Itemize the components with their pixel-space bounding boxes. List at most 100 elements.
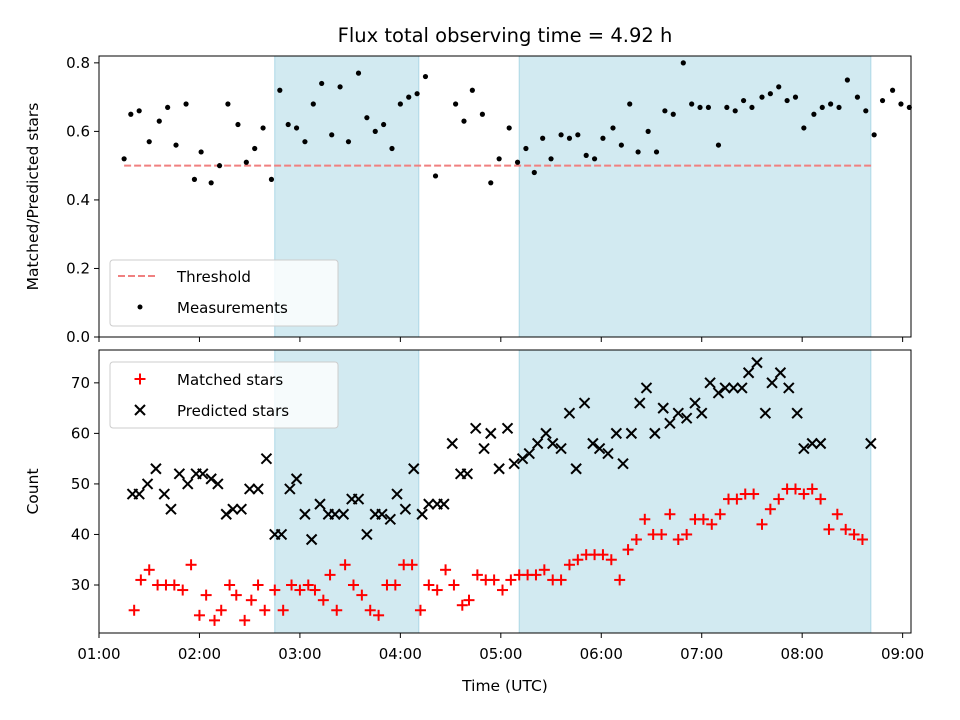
predicted-stars-point-b [783,382,795,394]
predicted-stars-point-b [220,508,232,520]
matched-stars-legend-label: Matched stars [177,371,283,389]
predicted-stars-point-b [275,528,288,541]
matched-stars-point [440,564,452,576]
count-panel: 30 40 50 60 70 01:00 02:00 03:00 04:00 05:00 06:0… [24,349,924,695]
measurement-point [819,104,825,111]
matched-stars-point [373,609,385,621]
predicted-stars-point-b [719,382,731,394]
predicted-stars-point-b [158,488,171,500]
matched-stars-point [505,574,517,586]
predicted-stars-point [205,473,217,485]
measurement-point [488,180,494,186]
matched-stars-point [224,579,236,591]
predicted-stars-point-b [766,377,778,389]
measurement-point [414,91,420,97]
matched-stars-point [572,554,584,566]
predicted-stars-point [578,397,591,409]
ratio-y-tick-label: 0.4 [66,191,90,209]
matched-stars-point [463,594,475,606]
predicted-stars-point [391,488,403,500]
predicted-stars-point [712,387,725,399]
predicted-stars-point-b [391,488,403,500]
predicted-stars-point-b [563,407,576,419]
predicted-stars-point-b [141,478,154,490]
predicted-stars-point-b [736,382,748,394]
predicted-stars-point [664,417,676,429]
measurement-point [432,173,439,179]
predicted-stars-point [252,483,264,495]
predicted-stars-point [469,422,482,435]
matched-stars-point [135,574,147,586]
matched-stars-point [324,569,336,581]
matched-stars-legend-marker [134,373,146,385]
predicted-stars-point-b [173,468,186,480]
matched-stars-point [815,493,827,505]
measurement-point [364,115,370,121]
predicted-stars-point [540,427,552,440]
count-legend: Matched stars Predicted stars [109,361,339,429]
count-shade-1 [519,350,871,633]
matched-stars-point [488,574,500,586]
measurement-point [355,70,362,76]
predicted-stars-point [570,463,582,475]
matched-stars-point [563,559,575,571]
predicted-stars-point-b [260,452,273,465]
predicted-stars-point-b [742,367,755,379]
matched-stars-point [406,559,418,571]
predicted-stars-point-b [791,407,803,419]
matched-stars-point [448,579,460,591]
predicted-stars-point-b [361,528,373,541]
predicted-stars-point-b [501,422,514,435]
count-y-tick-label: 60 [71,424,90,442]
measurement-point [225,101,231,107]
matched-stars-series [128,483,868,626]
predicted-stars-point [736,382,748,394]
ratio-y-ticks: 0.0 0.2 0.4 0.6 0.8 [66,54,99,346]
measurement-point [627,101,633,107]
predicted-stars-point [461,468,474,480]
ratio-y-axis-label: Matched/Predicted stars [24,103,42,291]
matched-stars-point [731,493,743,505]
measurement-point [523,145,529,152]
matched-stars-point [622,544,634,556]
measurement-point [345,139,352,145]
measurement-point [792,94,799,100]
matched-stars-point [277,604,289,616]
predicted-stars-point [165,503,177,515]
predicted-stars-point [352,493,365,505]
matched-stars-point [773,493,785,505]
measurement-point [889,87,896,93]
measurement-point [767,91,773,97]
predicted-stars-point [284,483,296,495]
predicted-stars-point-b [751,356,763,369]
predicted-stars-point-b [399,503,412,515]
measurement-point [828,101,834,107]
predicted-stars-point [485,427,497,440]
measurement-point [724,104,730,111]
matched-stars-point [185,559,197,571]
measurement-point [243,159,249,165]
measurement-point [310,101,316,107]
matched-stars-point [798,488,810,500]
count-y-tick-label: 30 [71,576,90,594]
predicted-stars-point [759,407,772,419]
measurement-point [136,108,142,114]
predicted-stars-point [766,377,778,389]
predicted-stars-point [593,442,606,455]
measurement-point [740,97,747,104]
predicted-stars-point-b [516,452,529,465]
measurement-point [531,169,537,176]
matched-stars-point [269,584,281,596]
predicted-stars-point [376,508,388,520]
measurement-point [173,142,179,148]
predicted-stars-point-b [197,468,209,480]
ratio-shaded-intervals [274,56,872,337]
predicted-stars-point-b [610,427,623,440]
matched-stars-point [309,584,321,596]
predicted-stars-point [547,437,559,450]
count-x-tick-label: 03:00 [278,645,321,663]
predicted-stars-point [305,533,318,546]
measurement-point [697,104,703,111]
predicted-stars-point-b [284,483,296,495]
measurement-point [836,104,842,111]
